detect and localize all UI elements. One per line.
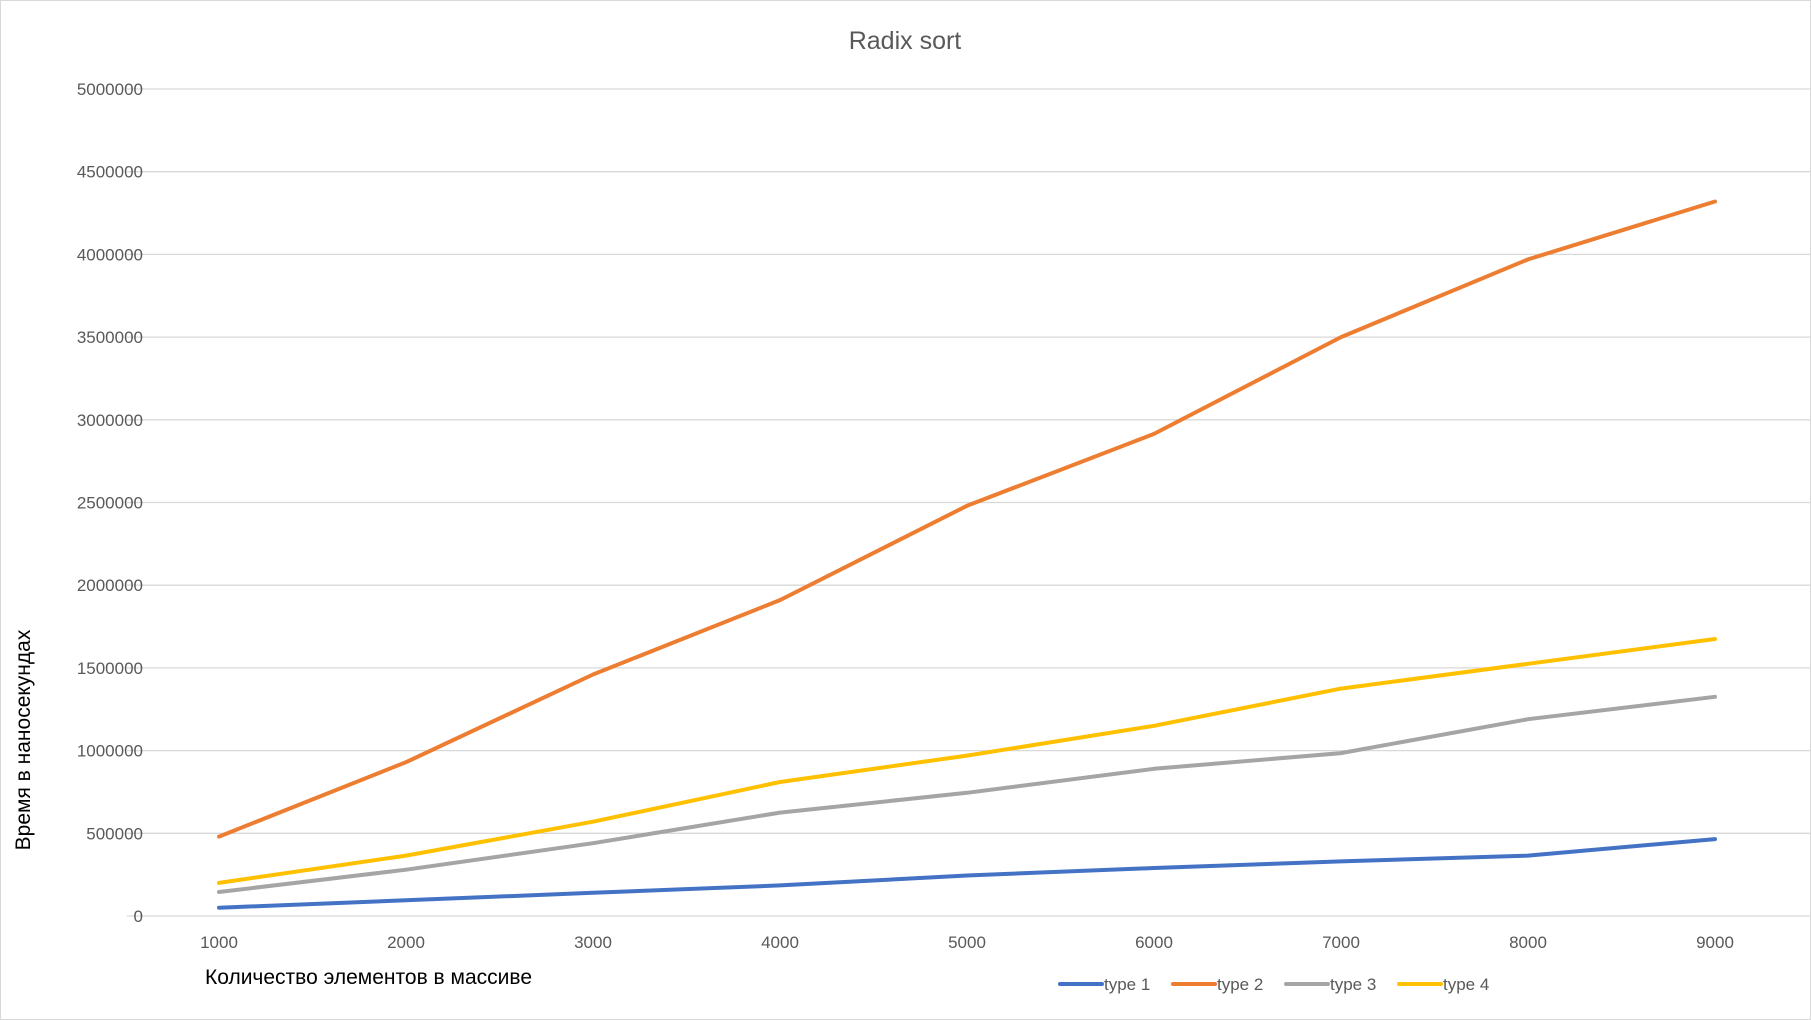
x-tick-label: 1000	[200, 933, 238, 952]
y-axis-title: Время в наносекундах	[12, 629, 35, 850]
y-tick-label: 5000000	[77, 80, 143, 99]
x-tick-label: 8000	[1509, 933, 1547, 952]
chart-title: Radix sort	[849, 27, 962, 55]
x-tick-label: 2000	[387, 933, 425, 952]
x-tick-label: 6000	[1135, 933, 1173, 952]
series-line-type-2	[217, 199, 1717, 839]
y-tick-label: 2000000	[77, 576, 143, 595]
x-tick-label: 5000	[948, 933, 986, 952]
x-tick-label: 7000	[1322, 933, 1360, 952]
series-line-type-3	[217, 694, 1717, 894]
x-tick-label: 3000	[574, 933, 612, 952]
y-axis-tick-labels: 0 500000 1000000 1500000 2000000 2500000 30000…	[77, 80, 143, 926]
series-line-type-4	[217, 637, 1717, 885]
y-tick-label: 3000000	[77, 411, 143, 430]
y-tick-label: 3500000	[77, 328, 143, 347]
y-tick-label: 0	[134, 907, 143, 926]
x-tick-label: 4000	[761, 933, 799, 952]
y-tick-label: 2500000	[77, 494, 143, 513]
y-tick-label: 500000	[86, 824, 143, 843]
gridlines	[127, 88, 1810, 917]
series-lines	[217, 199, 1717, 910]
y-tick-label: 4000000	[77, 245, 143, 264]
legend: type 1 type 2 type 3 type 4	[1058, 975, 1489, 994]
legend-label: type 1	[1104, 975, 1150, 994]
y-tick-label: 4500000	[77, 163, 143, 182]
series-line-type-1	[217, 837, 1717, 910]
legend-label: type 3	[1330, 975, 1376, 994]
x-axis-tick-labels: 1000 2000 3000 4000 5000 6000 7000 8000 9000	[200, 933, 1734, 952]
legend-label: type 4	[1443, 975, 1489, 994]
x-axis-title: Количество элементов в массиве	[205, 966, 532, 989]
legend-label: type 2	[1217, 975, 1263, 994]
y-tick-label: 1000000	[77, 742, 143, 761]
x-tick-label: 9000	[1696, 933, 1734, 952]
y-tick-label: 1500000	[77, 659, 143, 678]
